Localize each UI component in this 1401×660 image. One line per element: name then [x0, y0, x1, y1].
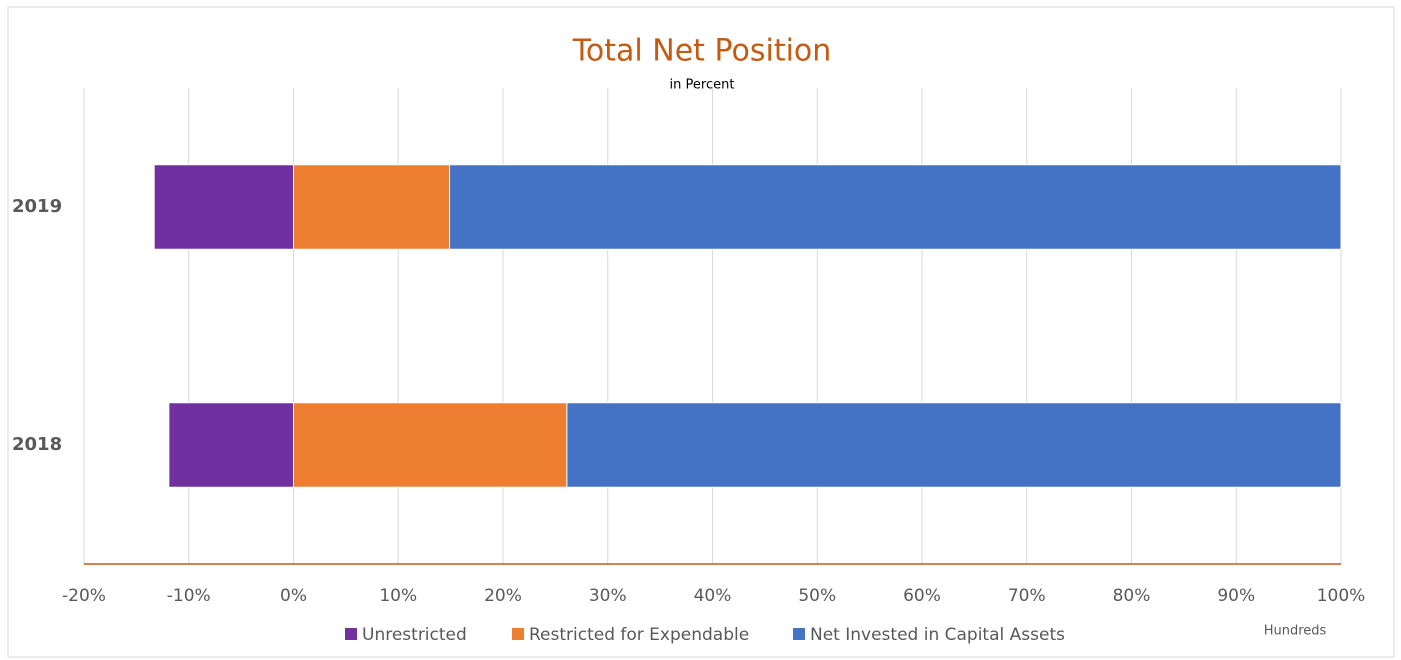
x-tick-label: 30%: [589, 586, 627, 606]
legend-swatch: [345, 628, 357, 640]
x-tick-label: 40%: [694, 586, 732, 606]
x-tick-label: -10%: [167, 586, 211, 606]
y-tick-label: 2019: [12, 196, 62, 217]
x-tick-label: 70%: [1008, 586, 1046, 606]
x-tick-label: 10%: [379, 586, 417, 606]
x-tick-label: -20%: [62, 586, 106, 606]
legend-swatch: [793, 628, 805, 640]
bar: [449, 164, 1342, 250]
x-tick-label: 60%: [903, 586, 941, 606]
y-tick-label: 2018: [12, 434, 62, 455]
legend-label: Net Invested in Capital Assets: [810, 625, 1065, 645]
x-tick-label: 20%: [484, 586, 522, 606]
display-units: Hundreds: [1264, 624, 1327, 639]
x-tick-label: 90%: [1217, 586, 1255, 606]
bar: [566, 402, 1342, 488]
legend-label: Restricted for Expendable: [529, 625, 749, 645]
x-tick-label: 100%: [1317, 586, 1366, 606]
chart-title: Total Net Position: [572, 34, 832, 69]
chart-frame: [7, 6, 1395, 658]
legend-label: Unrestricted: [362, 625, 467, 645]
chart-subtitle: in Percent: [670, 78, 735, 93]
x-tick-label: 50%: [798, 586, 836, 606]
legend-swatch: [512, 628, 524, 640]
x-tick-label: 0%: [280, 586, 307, 606]
bar: [153, 164, 294, 250]
bar: [293, 164, 451, 250]
bar: [168, 402, 294, 488]
x-tick-label: 80%: [1113, 586, 1151, 606]
bar: [293, 402, 568, 488]
